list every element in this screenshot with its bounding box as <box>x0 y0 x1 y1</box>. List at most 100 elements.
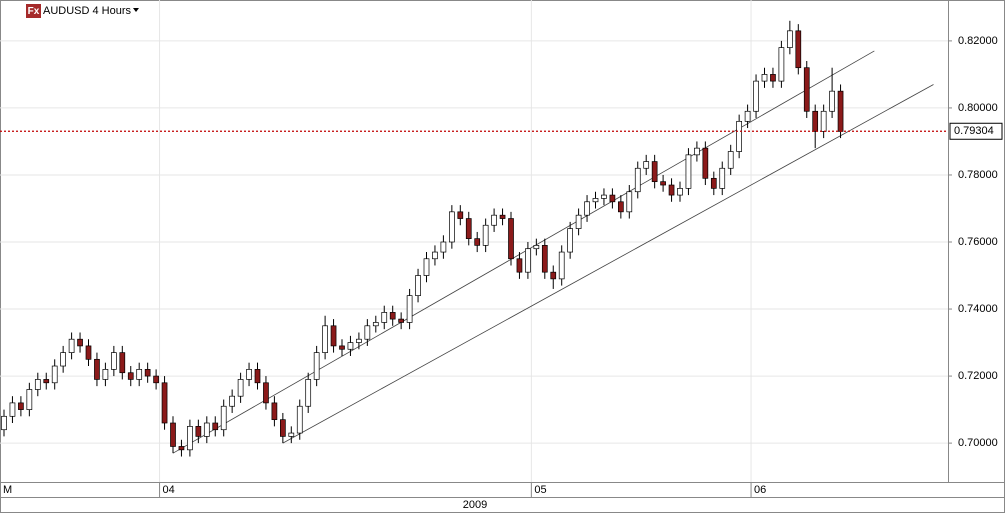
candle-body <box>660 181 666 186</box>
candle-body <box>77 338 83 347</box>
candle-body <box>51 365 58 384</box>
trendline <box>172 50 875 454</box>
candle-body <box>778 47 785 82</box>
x-tick-label: 04 <box>163 484 175 496</box>
candle-body <box>423 258 430 276</box>
candle-body <box>34 379 41 390</box>
candle-body <box>237 379 244 397</box>
candle-body <box>761 74 768 82</box>
candle-body <box>305 379 312 407</box>
candle-body <box>508 218 514 260</box>
candle-body <box>119 352 126 374</box>
candle-body <box>668 184 675 196</box>
candle-body <box>829 90 835 112</box>
candle-body <box>161 382 168 424</box>
candle-body <box>43 379 50 384</box>
candle-body <box>533 245 540 250</box>
candle-body <box>491 214 497 226</box>
candle-body <box>677 188 683 196</box>
candle-body <box>347 342 354 350</box>
candle-body <box>229 395 235 407</box>
candle-body <box>330 325 337 347</box>
year-label: 2009 <box>463 499 487 511</box>
candle-body <box>415 275 421 296</box>
candle-body <box>575 214 582 229</box>
candle-body <box>449 211 455 243</box>
y-tick-label: 0.74000 <box>958 303 998 315</box>
candle-body <box>465 218 472 240</box>
candle-body <box>702 147 709 179</box>
candle-body <box>786 30 793 48</box>
candle-body <box>770 74 776 82</box>
candle-body <box>178 446 185 451</box>
candle-body <box>710 177 717 189</box>
candle-body <box>584 201 590 216</box>
candle-body <box>516 258 523 273</box>
candle-body <box>322 325 328 353</box>
candle-body <box>68 338 75 353</box>
candle-body <box>254 369 261 384</box>
candle-body <box>541 245 548 273</box>
candle-body <box>195 426 202 437</box>
candle-body <box>744 110 751 122</box>
candle-body <box>136 369 143 380</box>
candle-body <box>263 382 269 404</box>
candle-body <box>246 369 252 380</box>
candle-body <box>550 271 557 280</box>
candle-body <box>736 120 743 152</box>
candle-body <box>356 338 362 343</box>
y-tick-label: 0.70000 <box>958 437 998 449</box>
candle-body <box>187 426 193 451</box>
candle-body <box>617 201 624 213</box>
candle-body <box>9 402 16 417</box>
candle-body <box>288 432 295 437</box>
y-tick-label: 0.80000 <box>958 102 998 114</box>
x-tick-label: 06 <box>754 484 766 496</box>
candle-body <box>457 211 464 219</box>
trendline <box>282 84 934 444</box>
candle-body <box>499 214 506 219</box>
candle-body <box>406 295 413 323</box>
candle-body <box>220 405 227 431</box>
candle-body <box>271 402 278 421</box>
candle-body <box>153 375 159 384</box>
candle-body <box>102 369 109 380</box>
candle-body <box>727 151 734 169</box>
candle-body <box>432 251 438 260</box>
candle-body <box>144 369 151 377</box>
candle-body <box>339 345 345 350</box>
candle-body <box>212 422 219 431</box>
candle-body <box>694 147 700 156</box>
candle-body <box>440 241 447 253</box>
candle-body <box>626 191 633 213</box>
candle-body <box>60 352 67 367</box>
candle-body <box>482 224 489 246</box>
candle-body <box>26 389 33 410</box>
y-tick-label: 0.76000 <box>958 236 998 248</box>
candle-body <box>18 402 24 410</box>
candle-body <box>170 422 176 447</box>
candle-body <box>567 228 574 253</box>
logo-box <box>26 4 41 18</box>
candle-body <box>685 154 692 189</box>
candle-body <box>803 67 810 112</box>
candle-body <box>558 251 565 280</box>
candle-body <box>1 415 7 431</box>
candle-body <box>837 90 844 132</box>
candle-body <box>389 312 396 320</box>
title-dropdown[interactable] <box>133 8 139 12</box>
candle-body <box>296 405 303 434</box>
candle-body <box>609 194 616 203</box>
candle-body <box>719 167 726 189</box>
candle-body <box>812 110 819 132</box>
candle-body <box>381 312 388 323</box>
candle-body <box>753 80 759 112</box>
candle-body <box>601 194 607 199</box>
candle-body <box>820 110 827 132</box>
candle-body <box>94 358 100 380</box>
candle-body <box>85 345 92 360</box>
candle-body <box>525 248 531 273</box>
candle-body <box>313 352 320 380</box>
chart-title[interactable]: AUDUSD 4 Hours <box>43 5 132 17</box>
